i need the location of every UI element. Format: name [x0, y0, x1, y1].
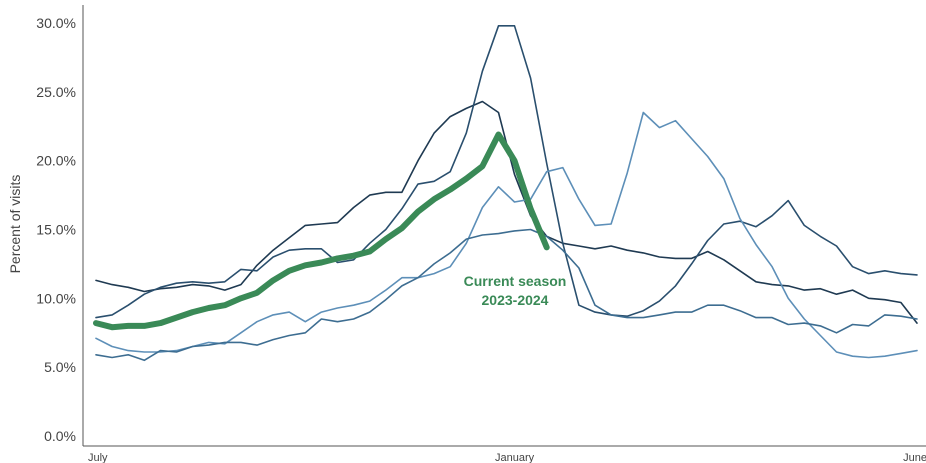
x-axis: July January June [83, 445, 926, 463]
series-line-past-season-4 [95, 228, 918, 362]
annotation-current-season: Current season [464, 273, 567, 289]
x-tick-label: June [903, 452, 926, 463]
y-tick-label: 5.0% [44, 359, 76, 375]
series-line-past-season-2 [95, 24, 918, 319]
series-line-current-season [93, 131, 550, 331]
x-tick-label: July [88, 452, 108, 463]
series-line-past-season-3 [95, 111, 918, 359]
y-tick-label: 25.0% [36, 84, 76, 100]
y-tick-label: 10.0% [36, 290, 76, 306]
y-axis: 0.0% 5.0% 10.0% 15.0% 20.0% 25.0% 30.0% [36, 5, 84, 446]
annotation-season-years: 2023-2024 [482, 292, 549, 308]
series-line-past-season-1 [95, 100, 918, 324]
y-axis-label: Percent of visits [7, 175, 23, 274]
y-tick-label: 20.0% [36, 153, 76, 169]
series-layer [93, 24, 918, 362]
y-tick-label: 15.0% [36, 222, 76, 238]
x-tick-label: January [495, 452, 535, 463]
y-tick-label: 30.0% [36, 15, 76, 31]
y-tick-label: 0.0% [44, 428, 76, 444]
